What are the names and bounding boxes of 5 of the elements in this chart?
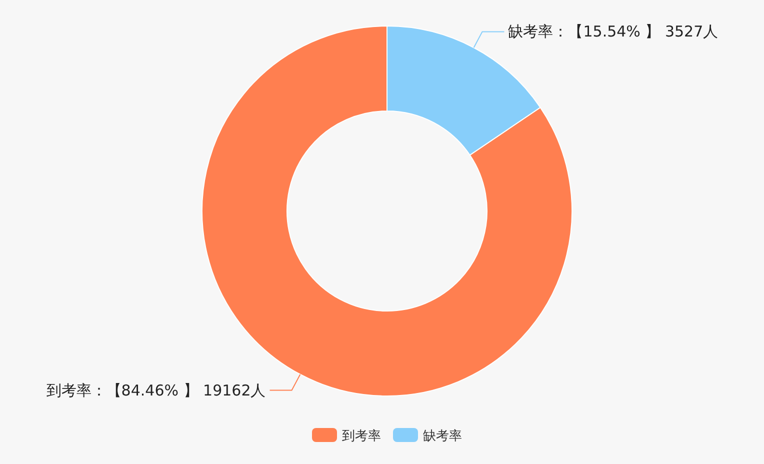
legend-label: 缺考率: [423, 428, 462, 444]
data-label: 到考率：【84.46% 】 19162人: [46, 381, 266, 400]
legend-label: 到考率: [342, 428, 381, 444]
data-label: 缺考率：【15.54% 】 3527人: [508, 22, 718, 41]
donut-slice: [202, 26, 572, 396]
